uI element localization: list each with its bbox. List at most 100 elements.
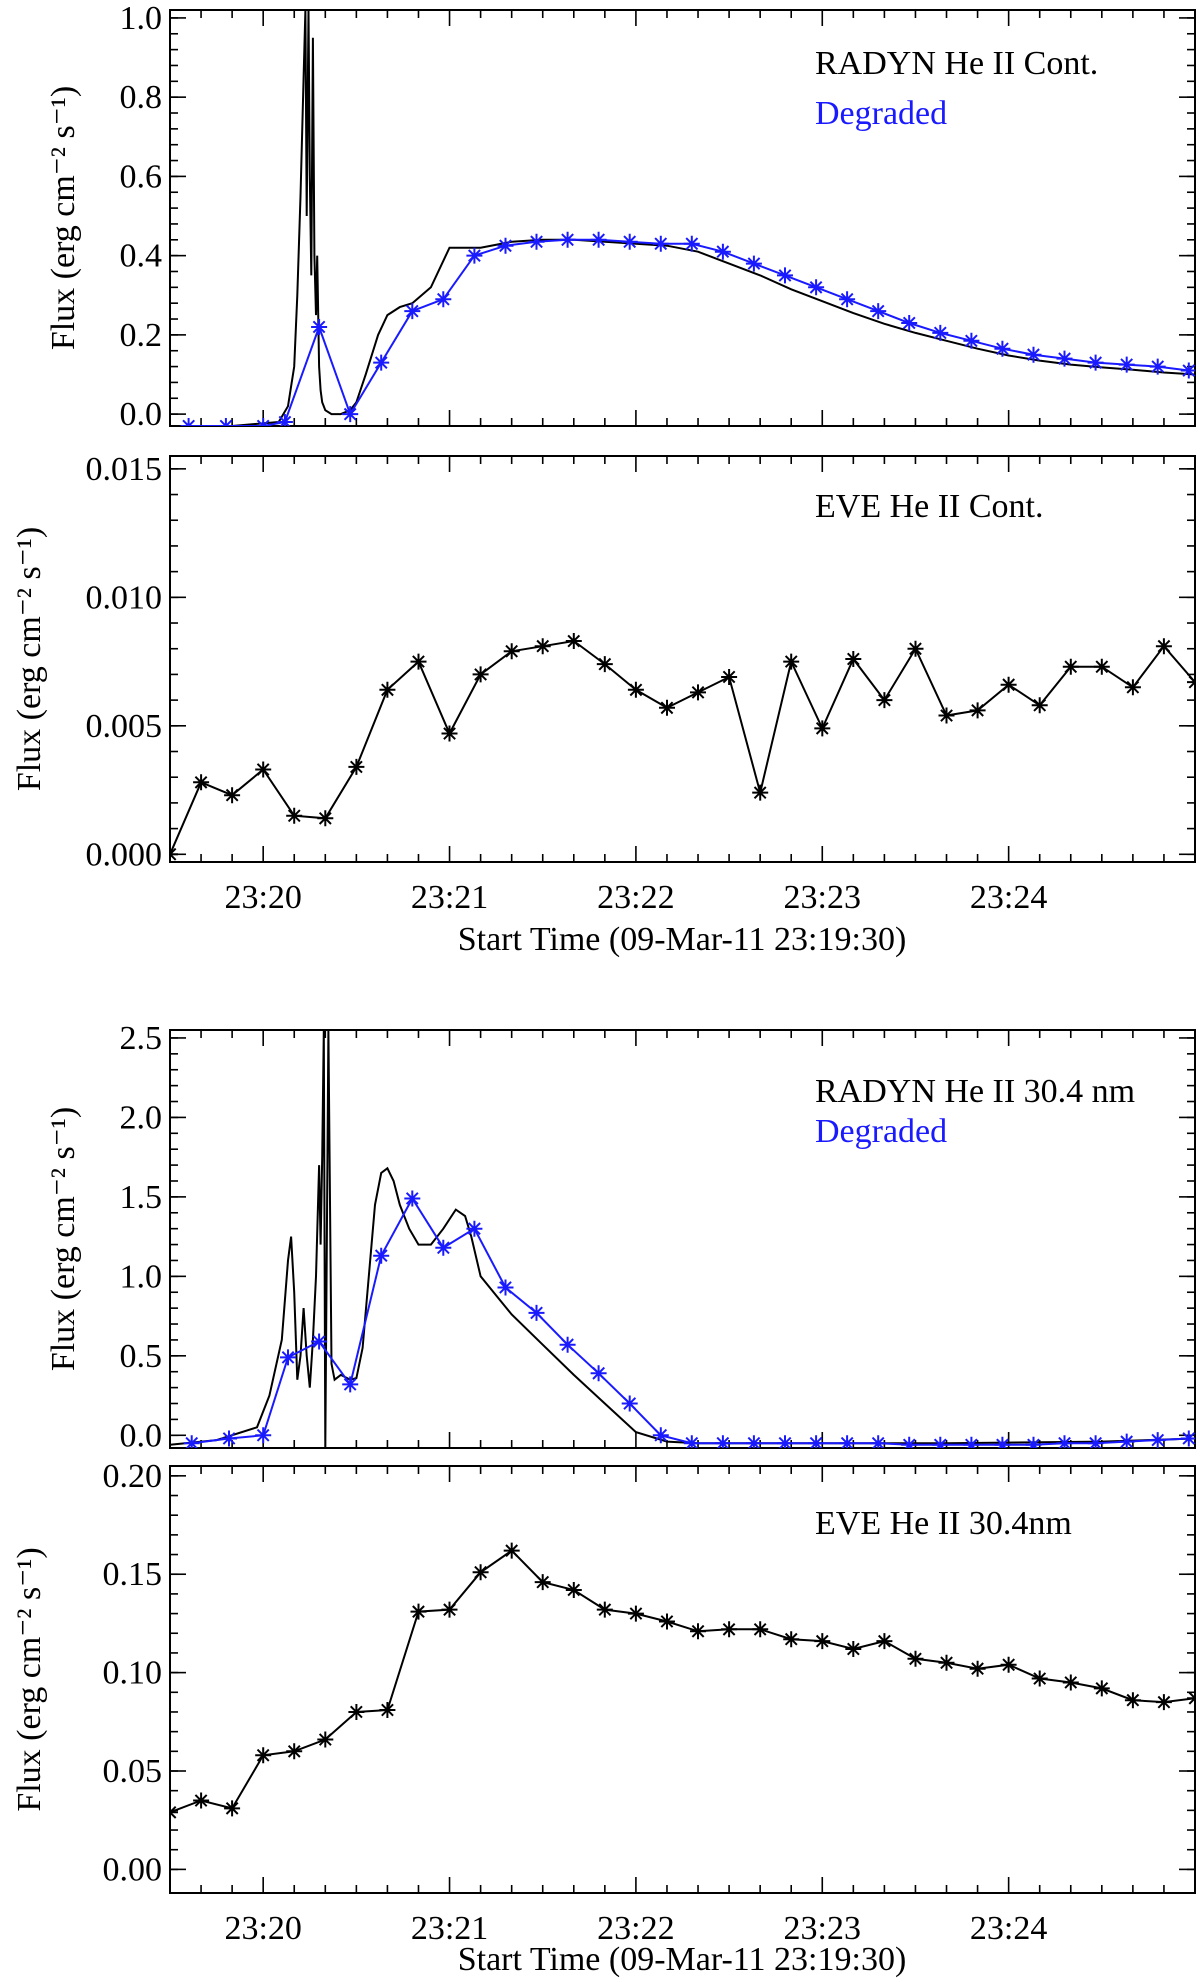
x-axis-label-figure-1: Start Time (09-Mar-11 23:19:30)	[458, 921, 907, 958]
y-axis-label: Flux (erg cm⁻² s⁻¹)	[11, 1547, 48, 1811]
x-tick-label: 23:22	[597, 1910, 674, 1947]
plot-frame	[169, 9, 1196, 427]
data-point	[627, 681, 644, 698]
x-tick-label: 23:22	[597, 879, 674, 916]
data-point	[814, 720, 831, 737]
data-point	[170, 846, 178, 862]
data-point	[559, 1336, 576, 1353]
data-point	[193, 774, 210, 791]
data-point	[627, 1605, 644, 1622]
y-tick-label: 0.000	[86, 836, 163, 873]
data-point	[901, 1436, 918, 1448]
y-axis-label: Flux (erg cm⁻² s⁻¹)	[45, 86, 82, 350]
legend-entry: EVE He II Cont.	[815, 488, 1044, 525]
data-point	[901, 315, 918, 331]
data-point	[466, 1220, 483, 1237]
data-point	[938, 1654, 955, 1671]
y-tick-label: 1.0	[120, 1258, 163, 1295]
y-tick-label: 0.5	[120, 1338, 163, 1375]
x-axis-label-figure-2: Start Time (09-Mar-11 23:19:30)	[458, 1941, 907, 1978]
data-point	[170, 1804, 178, 1821]
y-tick-label: 0.4	[120, 238, 163, 275]
data-point	[497, 1279, 514, 1296]
data-point	[1087, 1435, 1104, 1448]
y-tick-label: 0.05	[103, 1753, 163, 1790]
data-point	[503, 643, 520, 660]
data-point	[528, 233, 545, 250]
y-tick-label: 0.6	[120, 158, 163, 195]
data-point	[1025, 346, 1042, 363]
y-tick-label: 0.010	[86, 579, 163, 616]
x-tick-label: 23:20	[224, 1910, 301, 1947]
data-point	[410, 1603, 427, 1620]
data-point	[808, 279, 825, 296]
data-point	[404, 1190, 421, 1207]
data-point	[969, 702, 986, 719]
data-point	[441, 725, 458, 742]
data-point	[1031, 1670, 1048, 1687]
data-point	[932, 1436, 949, 1448]
data-point	[659, 1613, 675, 1630]
series-line	[170, 10, 1195, 426]
data-point	[777, 267, 793, 284]
data-point	[410, 653, 427, 670]
data-point	[255, 761, 272, 778]
data-point	[255, 1427, 272, 1444]
data-point	[845, 651, 862, 667]
data-point	[1180, 1430, 1195, 1447]
legend-entry: Degraded	[815, 1113, 947, 1150]
data-point	[745, 255, 762, 272]
data-point	[1149, 358, 1166, 375]
data-point	[621, 233, 638, 250]
data-point	[183, 1435, 200, 1448]
series-line	[170, 639, 1195, 855]
data-point	[876, 1633, 893, 1650]
data-point	[1118, 356, 1135, 373]
data-point	[286, 1743, 303, 1760]
y-tick-label: 0.0	[120, 396, 163, 433]
data-point	[528, 1304, 545, 1321]
y-tick-label: 0.15	[103, 1556, 163, 1593]
data-point	[839, 1435, 856, 1448]
data-point	[1155, 1694, 1172, 1711]
data-point	[342, 406, 359, 423]
data-point	[224, 787, 241, 804]
x-tick-label: 23:23	[784, 879, 861, 916]
data-point	[969, 1660, 986, 1677]
y-tick-label: 0.8	[120, 79, 163, 116]
plot-frame	[169, 1029, 1196, 1449]
x-tick-label: 23:21	[411, 879, 488, 916]
data-point	[503, 1542, 520, 1559]
data-point	[1093, 658, 1110, 675]
data-point	[690, 1623, 706, 1640]
series-line	[191, 1196, 1189, 1446]
data-point	[342, 1376, 359, 1393]
data-point	[280, 1349, 296, 1366]
data-point	[1124, 679, 1141, 696]
data-point	[466, 247, 483, 264]
y-tick-label: 0.20	[103, 1458, 163, 1495]
data-point	[317, 810, 334, 827]
x-tick-label: 23:20	[224, 879, 301, 916]
data-point	[1087, 354, 1104, 371]
data-point	[373, 1247, 390, 1264]
data-point	[652, 235, 669, 252]
legend-entry: RADYN He II Cont.	[815, 45, 1098, 82]
data-point	[255, 1747, 272, 1764]
x-tick-label: 23:24	[970, 879, 1047, 916]
y-tick-label: 0.015	[86, 451, 163, 488]
data-point	[1000, 676, 1017, 693]
data-point	[938, 707, 955, 724]
data-point	[1062, 1674, 1079, 1691]
data-point	[565, 633, 582, 649]
data-point	[1155, 638, 1172, 655]
data-point	[845, 1641, 862, 1657]
data-point	[783, 653, 800, 670]
data-point	[659, 699, 675, 716]
data-point	[932, 324, 949, 341]
data-point	[876, 692, 893, 709]
data-point	[1062, 658, 1079, 675]
data-point	[777, 1435, 793, 1448]
panel-eve-he2-cont: 0.000 0.005 0.010 0.015 Flux (erg cm⁻² s⁻¹) E…	[11, 451, 1196, 873]
